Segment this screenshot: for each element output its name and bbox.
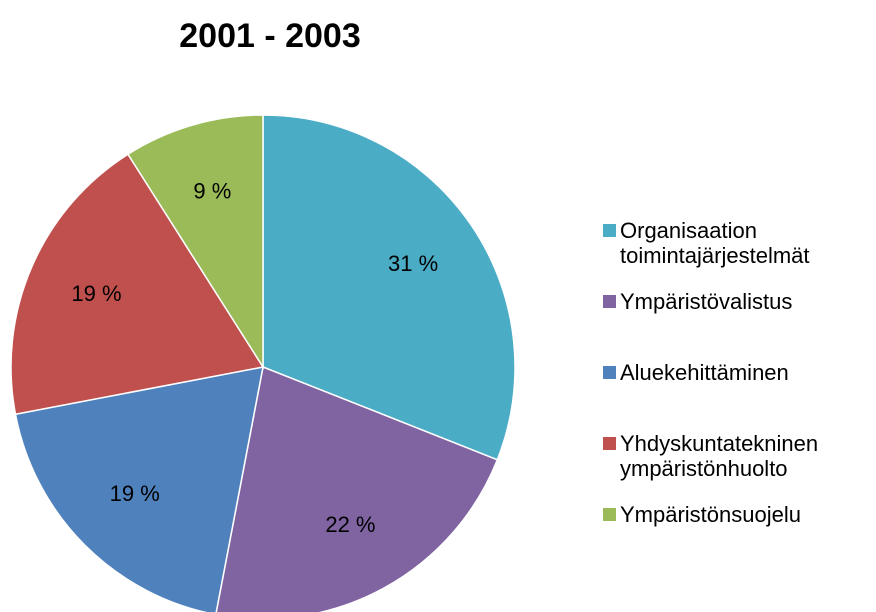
legend-swatch — [603, 437, 616, 450]
legend-swatch — [603, 366, 616, 379]
data-label: 31 % — [388, 251, 438, 276]
legend-label: Aluekehittäminen — [620, 360, 789, 385]
legend-swatch — [603, 295, 616, 308]
legend-label: Ympäristönsuojelu — [620, 502, 801, 527]
data-label: 22 % — [325, 512, 375, 537]
legend-label: Ympäristövalistus — [620, 289, 793, 314]
chart-title: 2001 - 2003 — [179, 17, 361, 55]
pie-slice — [126, 114, 264, 370]
legend-item: Ympäristönsuojelu — [603, 502, 873, 527]
legend-item: Ympäristövalistus — [603, 289, 873, 314]
data-label: 19 % — [110, 481, 160, 506]
legend-label: Organisaation toimintajärjestelmät — [620, 218, 810, 268]
pie-slice — [215, 365, 499, 612]
data-label: 9 % — [193, 179, 231, 204]
legend-item: Yhdyskuntatekninen ympäristönhuolto — [603, 431, 873, 481]
legend-item: Organisaation toimintajärjestelmät — [603, 218, 873, 268]
legend-swatch — [603, 508, 616, 521]
pie-slice — [10, 153, 265, 416]
pie-slice — [14, 366, 264, 612]
legend-item: Aluekehittäminen — [603, 360, 873, 385]
data-label: 19 % — [71, 281, 121, 306]
legend-label: Yhdyskuntatekninen ympäristönhuolto — [620, 431, 819, 481]
pie-slice — [262, 114, 516, 461]
legend-swatch — [603, 224, 616, 237]
